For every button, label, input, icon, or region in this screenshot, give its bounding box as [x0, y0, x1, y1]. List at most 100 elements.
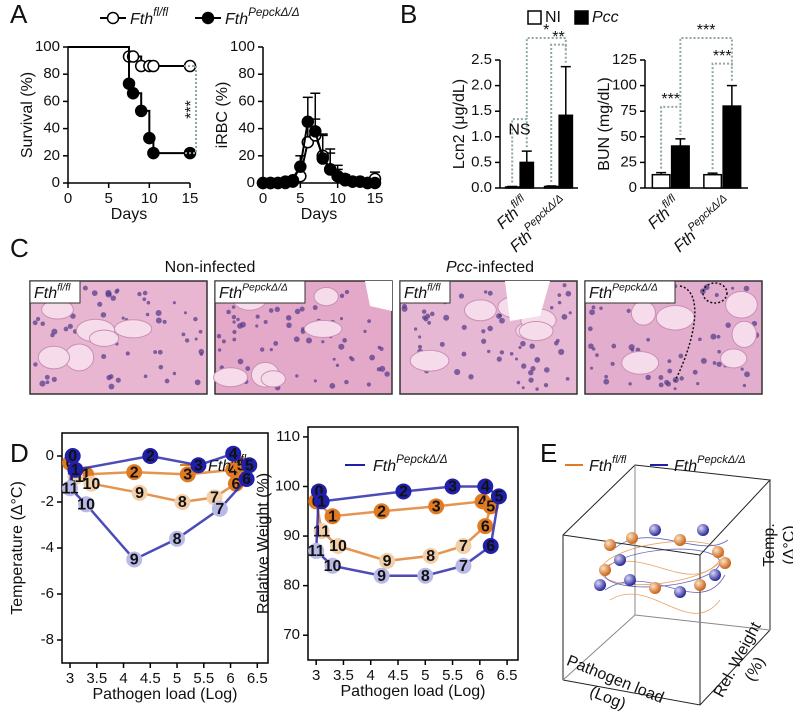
x-tick-label: 4.5: [140, 670, 161, 687]
legend-label: FthPepckΔ/Δ: [674, 454, 746, 475]
nucleus: [516, 380, 521, 385]
label-superscript: fl/fl: [427, 282, 441, 293]
panel-letter: C: [10, 233, 29, 263]
y-tick-label: 90: [283, 527, 300, 544]
nucleus: [286, 322, 292, 329]
tubule: [720, 348, 748, 369]
tubule: [731, 320, 757, 348]
nucleus: [172, 371, 177, 376]
nucleus: [114, 289, 119, 294]
tubule: [213, 367, 249, 388]
nucleus: [106, 375, 112, 381]
nucleus: [285, 314, 292, 321]
nucleus: [626, 308, 631, 313]
label-superscript: PepckΔ/Δ: [612, 282, 658, 293]
day-marker: [324, 508, 341, 525]
nucleus: [530, 365, 536, 372]
nucleus: [142, 297, 147, 302]
nucleus: [142, 290, 148, 296]
nucleus: [369, 354, 375, 361]
significance-label: ***: [697, 22, 716, 39]
day-marker: [174, 494, 191, 510]
nucleus: [377, 345, 382, 350]
nucleus: [155, 317, 162, 324]
label-superscript: PepckΔ/Δ: [248, 6, 300, 19]
marker: [316, 152, 329, 165]
legend-label: Pcc: [592, 9, 619, 26]
y-axis-label: Survival (%): [19, 72, 36, 158]
nucleus: [232, 320, 236, 324]
nucleus: [535, 387, 539, 391]
nucleus: [534, 356, 541, 363]
tubule: [37, 345, 71, 370]
nucleus: [679, 376, 684, 381]
category-label: Fthfl/fl: [642, 192, 684, 233]
group-title-rest: -infected: [473, 259, 534, 276]
nucleus: [32, 320, 38, 326]
nucleus: [664, 379, 670, 386]
day-marker: [490, 488, 507, 505]
significance-label: ***: [661, 91, 680, 108]
x-tick-label: 6.5: [247, 670, 268, 687]
significance-label: ***: [183, 100, 200, 119]
day-label: 4: [481, 479, 490, 496]
nucleus: [591, 305, 596, 310]
nucleus: [143, 374, 148, 379]
day-label: 10: [83, 476, 101, 493]
day-marker: [455, 537, 472, 554]
day-marker: [444, 478, 461, 495]
nucleus: [743, 285, 750, 292]
nucleus: [716, 334, 721, 339]
nucleus: [562, 283, 567, 288]
day-label: 8: [173, 531, 182, 548]
significance-bracket: [525, 37, 567, 118]
marker: [106, 11, 120, 25]
nucleus: [499, 350, 505, 355]
nucleus: [731, 286, 735, 290]
image-label: Fthfl/fl: [404, 282, 441, 302]
day-marker: [241, 457, 258, 474]
day-label: 3: [194, 457, 203, 474]
x-tick-label: 3: [312, 667, 320, 684]
y-tick-label: 125: [612, 51, 637, 68]
tubule: [655, 305, 695, 331]
significance-label: *: [543, 22, 549, 39]
legend-swatch: [574, 10, 589, 25]
tubule: [630, 300, 657, 326]
y-tick-label: 100: [612, 77, 637, 94]
day-label: 4: [229, 462, 238, 479]
nucleus: [273, 341, 279, 346]
image-label-box: [214, 280, 306, 304]
image-label: FthPepckΔ/Δ: [589, 282, 658, 302]
day-marker: [373, 503, 390, 520]
nucleus: [82, 285, 88, 291]
nucleus: [39, 380, 46, 387]
y-tick-label: 70: [283, 626, 300, 643]
nucleus: [716, 361, 722, 367]
panel-letter: D: [10, 438, 29, 468]
significance-bracket: [550, 43, 567, 182]
day-marker: [422, 547, 439, 564]
nucleus: [509, 351, 514, 356]
day-label: 6: [481, 518, 490, 535]
label-superscript: fl/fl: [153, 6, 168, 19]
nucleus: [558, 348, 565, 355]
label-base: Fth: [674, 458, 697, 475]
y-axis-label: Temperature (Δ°C): [9, 481, 26, 615]
nucleus: [172, 301, 176, 305]
tubule: [621, 350, 660, 375]
label-base: Fth: [589, 458, 612, 475]
day-label: 10: [77, 497, 95, 514]
x-axis-label: Pathogen load (Log): [341, 683, 486, 700]
nucleus: [418, 335, 422, 339]
tubule: [88, 329, 120, 347]
tubule: [518, 321, 554, 342]
day-label: 2: [146, 448, 155, 465]
x-tick-label: 0: [259, 190, 267, 207]
legend-swatch: [527, 10, 542, 25]
nucleus: [427, 320, 432, 325]
day-marker: [83, 475, 100, 492]
label-base: Fth: [589, 285, 612, 302]
label-superscript: PepckΔ/Δ: [522, 192, 566, 233]
nucleus: [487, 290, 493, 296]
